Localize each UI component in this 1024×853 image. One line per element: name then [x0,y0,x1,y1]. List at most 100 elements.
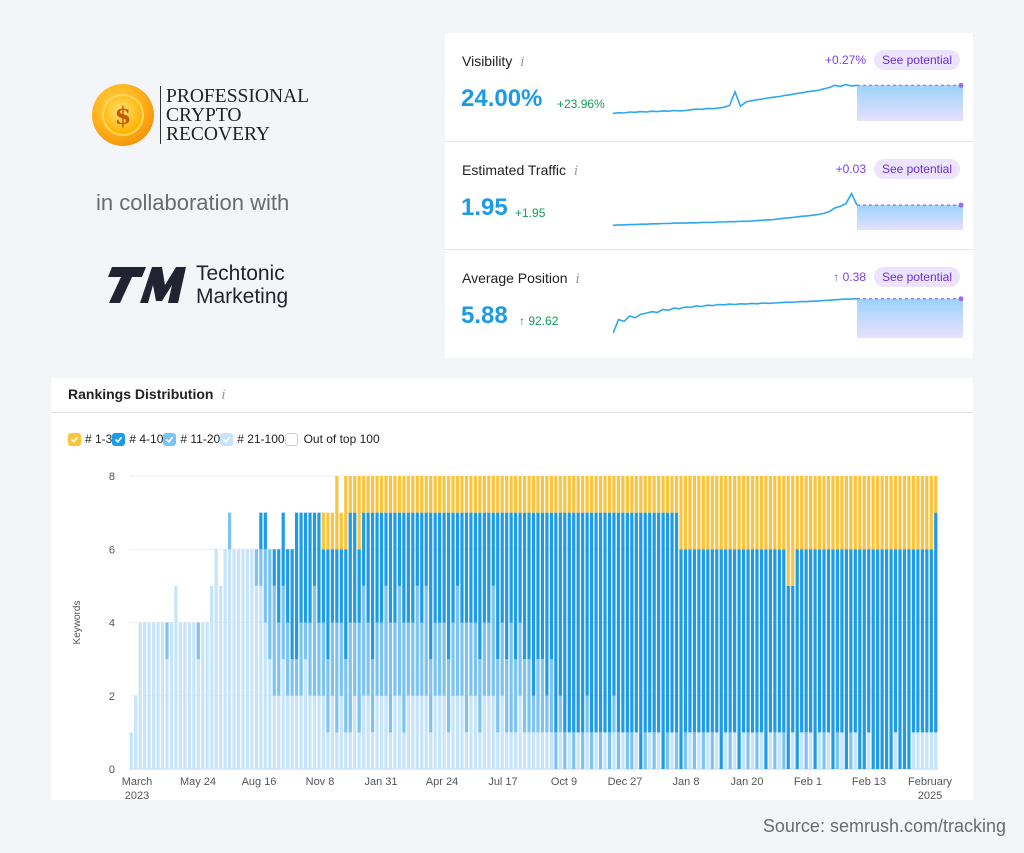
bar-segment[interactable] [531,512,536,696]
bar-segment[interactable] [536,659,540,733]
bar-segment[interactable] [581,732,585,770]
bar-segment[interactable] [835,549,840,733]
bar-segment[interactable] [348,476,352,513]
bar-segment[interactable] [795,476,799,550]
bar-segment[interactable] [710,732,714,770]
bar-segment[interactable] [741,549,746,733]
bar-segment[interactable] [388,512,393,623]
bar-segment[interactable] [683,476,688,550]
bar-segment[interactable] [715,549,719,733]
bar-segment[interactable] [674,476,679,513]
bar-segment[interactable] [518,476,522,513]
bar-segment[interactable] [907,476,911,550]
bar-segment[interactable] [330,695,334,769]
bar-segment[interactable] [491,476,495,513]
bar-segment[interactable] [598,732,603,770]
bar-segment[interactable] [607,512,612,733]
bar-segment[interactable] [773,549,777,733]
bar-segment[interactable] [397,695,402,769]
bar-segment[interactable] [701,732,705,770]
bar-segment[interactable] [549,476,553,513]
bar-segment[interactable] [831,549,835,769]
bar-segment[interactable] [692,732,697,770]
bar-segment[interactable] [750,732,755,770]
bar-segment[interactable] [295,695,299,769]
bar-segment[interactable] [634,476,638,513]
bar-segment[interactable] [482,622,486,696]
bar-segment[interactable] [800,549,804,733]
bar-segment[interactable] [370,512,375,660]
bar-segment[interactable] [540,512,545,660]
bar-segment[interactable] [286,549,290,623]
bar-segment[interactable] [630,512,634,733]
bar-segment[interactable] [518,512,522,623]
bar-segment[interactable] [902,549,907,769]
bar-segment[interactable] [674,512,679,733]
bar-segment[interactable] [473,512,478,623]
bar-segment[interactable] [648,476,652,513]
bar-segment[interactable] [920,476,924,550]
bar-segment[interactable] [590,512,594,733]
bar-segment[interactable] [585,476,589,513]
bar-segment[interactable] [549,512,553,660]
bar-segment[interactable] [299,695,303,769]
see-potential-button[interactable]: See potential [873,50,960,70]
bar-segment[interactable] [384,695,388,769]
checkbox-checked-icon[interactable] [68,432,81,446]
bar-segment[interactable] [259,549,263,586]
bar-segment[interactable] [339,549,343,623]
bar-segment[interactable] [835,476,840,550]
bar-segment[interactable] [362,585,366,696]
bar-segment[interactable] [585,732,589,770]
bar-segment[interactable] [388,476,393,513]
bar-segment[interactable] [496,476,500,513]
bar-segment[interactable] [540,659,545,733]
bar-segment[interactable] [777,732,781,770]
checkbox-checked-icon[interactable] [163,432,177,446]
bar-segment[interactable] [563,476,567,513]
bar-segment[interactable] [433,695,437,769]
bar-segment[interactable] [339,622,343,696]
bar-segment[interactable] [536,476,540,513]
bar-segment[interactable] [688,549,692,733]
bar-segment[interactable] [415,585,419,696]
bar-segment[interactable] [500,622,504,696]
bar-segment[interactable] [867,549,871,733]
bar-segment[interactable] [911,732,916,770]
bar-segment[interactable] [567,476,571,513]
bar-segment[interactable] [898,476,902,550]
bar-segment[interactable] [424,695,428,769]
bar-segment[interactable] [724,549,728,733]
bar-segment[interactable] [719,549,723,769]
bar-segment[interactable] [321,622,326,696]
bar-segment[interactable] [804,732,808,770]
bar-segment[interactable] [822,732,826,770]
bar-segment[interactable] [446,659,451,733]
bar-segment[interactable] [514,512,518,660]
bar-segment[interactable] [831,476,835,550]
bar-segment[interactable] [741,732,746,770]
bar-segment[interactable] [621,476,625,513]
bar-segment[interactable] [612,732,616,770]
bar-segment[interactable] [227,512,232,550]
bar-segment[interactable] [840,732,844,770]
bar-segment[interactable] [817,476,822,550]
bar-segment[interactable] [290,659,294,696]
bar-segment[interactable] [545,732,549,770]
bar-segment[interactable] [665,512,670,733]
bar-segment[interactable] [755,549,759,733]
bar-segment[interactable] [223,549,227,769]
bar-segment[interactable] [849,476,853,550]
bar-segment[interactable] [728,476,732,550]
bar-segment[interactable] [768,732,772,770]
bar-segment[interactable] [625,512,629,733]
bar-segment[interactable] [397,476,402,513]
bar-segment[interactable] [505,512,509,660]
bar-segment[interactable] [572,476,576,513]
bar-segment[interactable] [701,549,705,733]
bar-segment[interactable] [411,476,415,513]
bar-segment[interactable] [505,659,509,733]
bar-segment[interactable] [500,476,504,513]
bar-segment[interactable] [420,622,424,696]
bar-segment[interactable] [522,732,527,770]
